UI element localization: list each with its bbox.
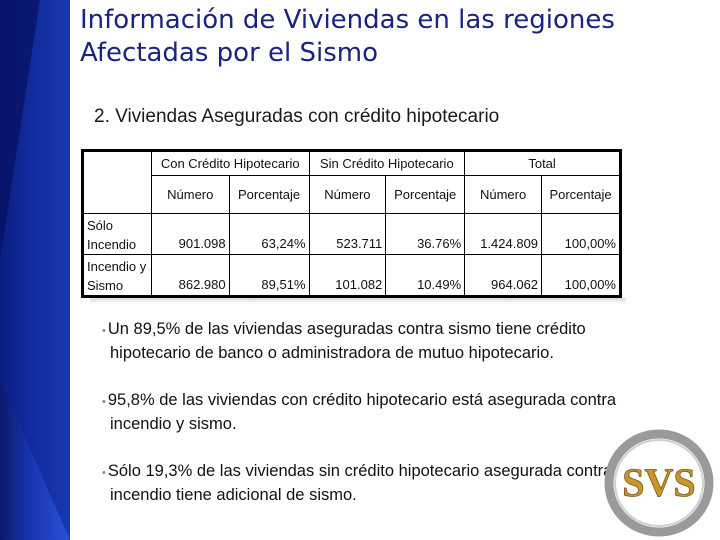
group-header-total: Total	[464, 151, 620, 176]
table-row: Incendio y Sismo 862.980 89,51% 101.082 1…	[83, 254, 620, 296]
table-corner-cell	[83, 151, 152, 214]
group-header-con-credito: Con Crédito Hipotecario	[150, 151, 310, 176]
table-cell: 10.49%	[385, 254, 466, 296]
group-header-sin-credito: Sin Crédito Hipotecario	[308, 151, 466, 176]
table-cell: 101.082	[308, 254, 387, 296]
table-cell: 862.980	[150, 254, 230, 296]
row-label-line: Sólo	[87, 218, 114, 233]
table-row: Sólo Incendio 901.098 63,24% 523.711 36.7…	[83, 213, 620, 255]
table-cell: 89,51%	[228, 254, 310, 296]
bullet-dot-icon: •	[102, 396, 106, 408]
table-cell: 63,24%	[228, 213, 310, 255]
bullet-item: • Sólo 19,3% de las viviendas sin crédito…	[102, 460, 640, 506]
row-label-line: Sismo	[87, 278, 124, 293]
row-label: Incendio y Sismo	[83, 254, 152, 296]
slide-title: Información de Viviendas en las regiones…	[80, 5, 615, 68]
svs-logo-icon: SVS	[604, 429, 714, 537]
sub-header-numero: Número	[150, 175, 230, 214]
sub-header-numero: Número	[464, 175, 543, 214]
sidebar-gradient-shape-icon	[0, 0, 70, 540]
table-cell: 36.76%	[385, 213, 466, 255]
data-table: Con Crédito Hipotecario Sin Crédito Hipo…	[83, 151, 620, 296]
table-shadow	[90, 298, 626, 304]
row-label-line: Incendio	[87, 237, 137, 252]
sub-header-porcentaje: Porcentaje	[228, 175, 310, 214]
bullet-text: 95,8% de las viviendas con crédito hipot…	[107, 391, 617, 433]
logo-text: SVS	[622, 460, 695, 505]
table-cell: 523.711	[308, 213, 387, 255]
row-label-line: Incendio y	[87, 259, 147, 274]
bullet-text: Sólo 19,3% de las viviendas sin crédito …	[107, 462, 613, 504]
table-cell: 100,00%	[541, 213, 620, 255]
row-label: Sólo Incendio	[83, 213, 152, 255]
slide-subtitle: 2. Viviendas Aseguradas con crédito hipo…	[94, 106, 500, 127]
bullet-text: Un 89,5% de las viviendas aseguradas con…	[107, 320, 586, 362]
bullet-dot-icon: •	[102, 467, 106, 479]
sub-header-numero: Número	[308, 175, 387, 214]
sub-header-porcentaje: Porcentaje	[541, 175, 620, 214]
table-cell: 901.098	[150, 213, 230, 255]
bullet-dot-icon: •	[102, 325, 106, 337]
left-decorative-sidebar	[0, 0, 70, 540]
insured-housing-table: Con Crédito Hipotecario Sin Crédito Hipo…	[81, 149, 622, 298]
bullet-item: • 95,8% de las viviendas con crédito hipo…	[102, 389, 640, 435]
table-cell: 100,00%	[541, 254, 620, 296]
table-cell: 1.424.809	[464, 213, 543, 255]
sub-header-porcentaje: Porcentaje	[385, 175, 466, 214]
table-cell: 964.062	[464, 254, 543, 296]
bullet-item: • Un 89,5% de las viviendas aseguradas co…	[102, 318, 640, 364]
